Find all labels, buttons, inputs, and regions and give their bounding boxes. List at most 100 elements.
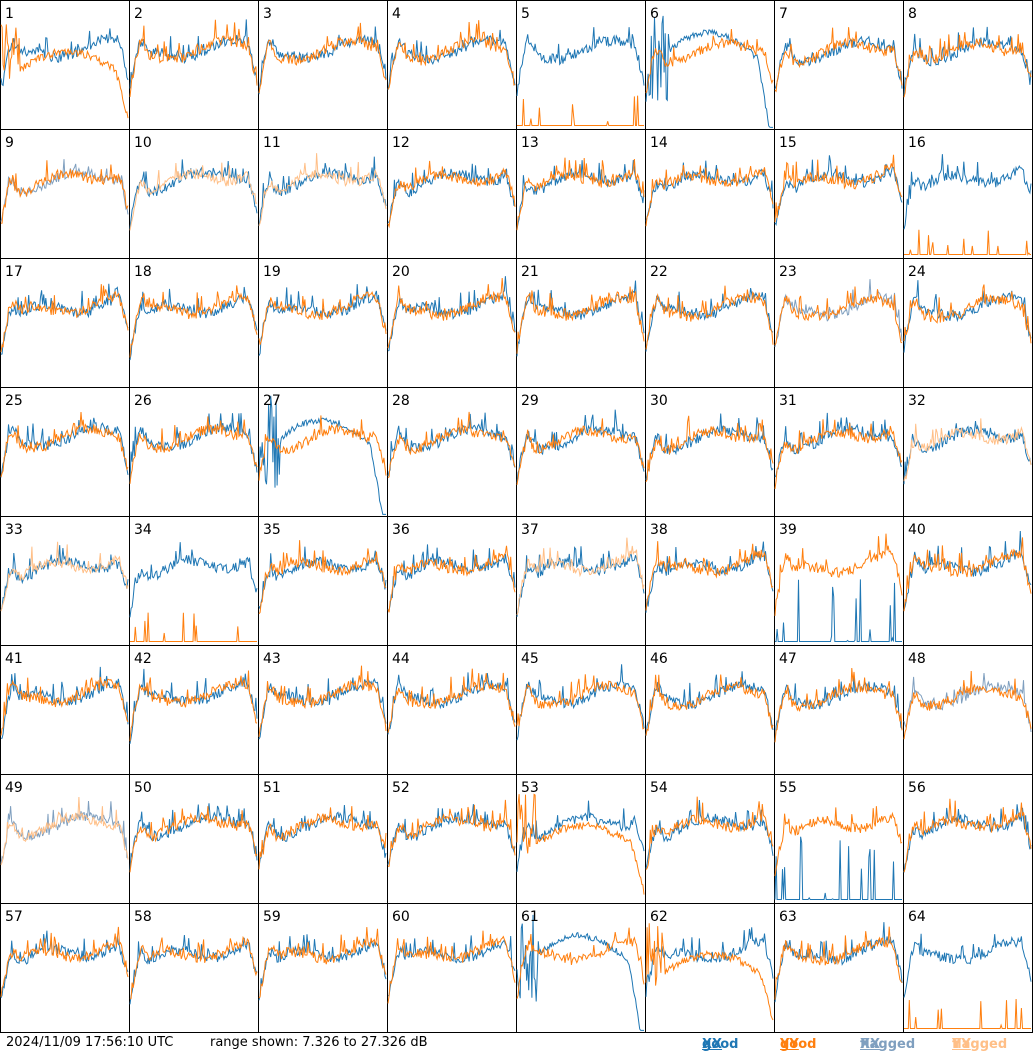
panel-frame-26 (129, 387, 259, 517)
trace-xx-46 (645, 671, 774, 736)
panel-frame-57 (0, 903, 130, 1033)
trace-yy-17 (0, 284, 129, 353)
legend-good-xx-pol: XX (702, 1037, 723, 1052)
panel-19: 19 (258, 258, 388, 388)
panel-label-25: 25 (5, 393, 23, 409)
trace-yy-53 (516, 793, 645, 895)
trace-xx-24 (903, 280, 1032, 353)
trace-yy-25 (0, 411, 129, 478)
trace-xx-14 (645, 160, 774, 222)
panel-39: 39 (774, 516, 904, 646)
trace-yy-18 (129, 285, 258, 358)
panel-45: 45 (516, 645, 646, 775)
panel-52: 52 (387, 774, 517, 904)
trace-yy-19 (258, 291, 387, 345)
panel-47: 47 (774, 645, 904, 775)
trace-yy-63 (774, 926, 903, 1000)
legend-flagged-xx-prefix: flagged (860, 1037, 916, 1052)
panel-2: 2 (129, 0, 259, 130)
trace-xx-9 (0, 159, 129, 222)
trace-yy-56 (903, 798, 1032, 873)
trace-yy-13 (516, 157, 645, 231)
trace-yy-11 (258, 153, 387, 226)
panel-frame-36 (387, 516, 517, 646)
panel-23: 23 (774, 258, 904, 388)
panel-56: 56 (903, 774, 1033, 904)
panel-label-34: 34 (134, 522, 152, 538)
panel-label-37: 37 (521, 522, 539, 538)
panel-frame-60 (387, 903, 517, 1033)
panel-16: 16 (903, 129, 1033, 259)
panel-57: 57 (0, 903, 130, 1033)
trace-yy-62 (645, 923, 774, 1021)
panel-6: 6 (645, 0, 775, 130)
trace-yy-55 (774, 806, 903, 877)
trace-xx-34 (129, 542, 258, 618)
panel-label-4: 4 (392, 6, 401, 22)
trace-yy-41 (0, 676, 129, 736)
trace-yy-9 (0, 160, 129, 224)
trace-xx-26 (129, 413, 258, 484)
range-shown: range shown: 7.326 to 27.326 dB (210, 1035, 428, 1050)
trace-xx-55 (774, 836, 902, 900)
panel-label-6: 6 (650, 6, 659, 22)
trace-yy-51 (258, 806, 387, 870)
panel-label-57: 57 (5, 909, 23, 925)
trace-xx-54 (645, 799, 774, 869)
panel-label-21: 21 (521, 264, 539, 280)
trace-yy-54 (645, 796, 774, 870)
panel-50: 50 (129, 774, 259, 904)
legend-flagged-yy-pol: YY (952, 1037, 971, 1052)
panel-frame-43 (258, 645, 388, 775)
panel-9: 9 (0, 129, 130, 259)
panel-42: 42 (129, 645, 259, 775)
trace-xx-3 (258, 26, 387, 95)
panel-63: 63 (774, 903, 904, 1033)
panel-frame-4 (387, 0, 517, 130)
panel-label-9: 9 (5, 135, 14, 151)
trace-yy-43 (258, 665, 387, 737)
panel-label-48: 48 (908, 651, 926, 667)
trace-yy-39 (774, 533, 903, 616)
panel-label-26: 26 (134, 393, 152, 409)
panel-label-46: 46 (650, 651, 668, 667)
trace-yy-45 (516, 674, 645, 730)
panel-25: 25 (0, 387, 130, 517)
panel-label-59: 59 (263, 909, 281, 925)
panel-frame-22 (645, 258, 775, 388)
trace-yy-15 (774, 154, 903, 223)
trace-yy-8 (903, 32, 1032, 98)
panel-frame-42 (129, 645, 259, 775)
trace-xx-16 (903, 154, 1032, 230)
panel-31: 31 (774, 387, 904, 517)
panel-53: 53 (516, 774, 646, 904)
panel-label-28: 28 (392, 393, 410, 409)
panel-label-10: 10 (134, 135, 152, 151)
panel-frame-39 (774, 516, 904, 646)
panel-frame-12 (387, 129, 517, 259)
panel-frame-59 (258, 903, 388, 1033)
panel-label-16: 16 (908, 135, 926, 151)
trace-xx-25 (0, 417, 129, 478)
panel-frame-37 (516, 516, 646, 646)
panel-label-60: 60 (392, 909, 410, 925)
trace-yy-50 (129, 806, 258, 873)
panel-label-54: 54 (650, 780, 668, 796)
panel-51: 51 (258, 774, 388, 904)
footer-bar: 2024/11/09 17:56:10 UTC range shown: 7.3… (0, 1033, 1033, 1053)
panel-7: 7 (774, 0, 904, 130)
trace-yy-36 (387, 545, 516, 613)
panel-label-13: 13 (521, 135, 539, 151)
trace-yy-24 (903, 284, 1032, 344)
panel-label-11: 11 (263, 135, 281, 151)
panel-label-30: 30 (650, 393, 668, 409)
trace-yy-29 (516, 418, 645, 485)
panel-label-14: 14 (650, 135, 668, 151)
panel-label-49: 49 (5, 780, 23, 796)
panel-frame-14 (645, 129, 775, 259)
trace-yy-58 (129, 935, 258, 1000)
panel-28: 28 (387, 387, 517, 517)
panel-30: 30 (645, 387, 775, 517)
trace-xx-18 (129, 286, 258, 361)
panel-label-39: 39 (779, 522, 797, 538)
